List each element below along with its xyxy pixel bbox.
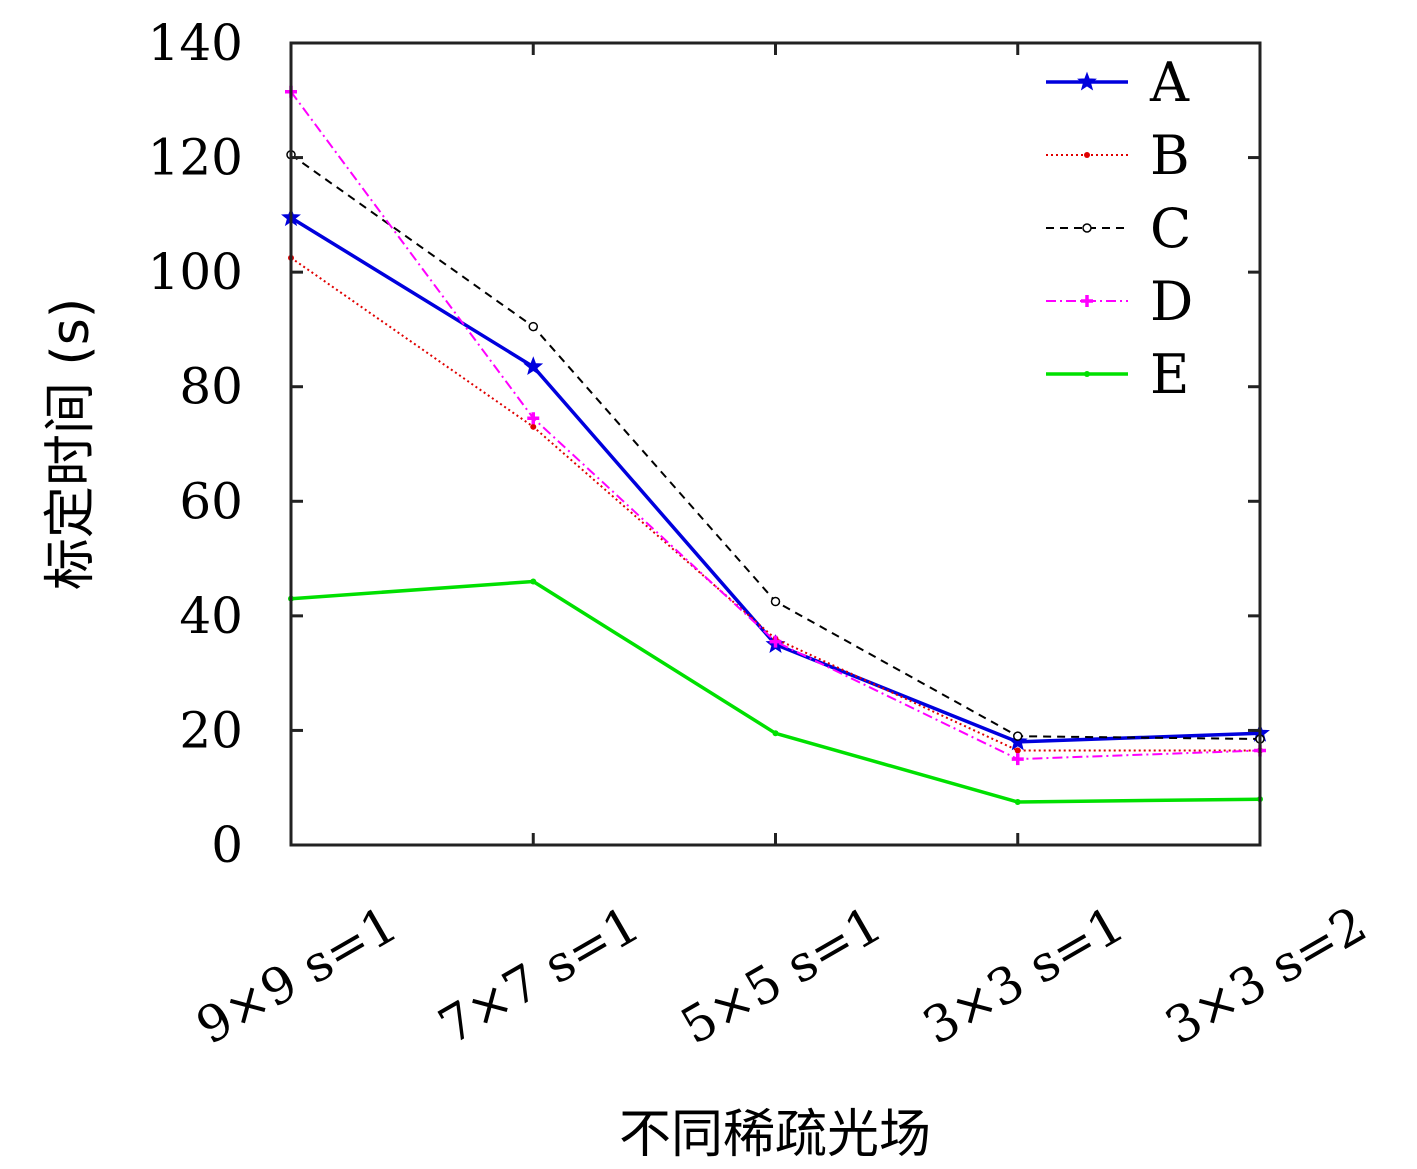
legend-marker: [1081, 295, 1093, 307]
y-axis: 0 20 40 60 80 100 120 140: [148, 14, 1260, 874]
data-point: [1014, 747, 1021, 754]
series-C: [286, 149, 1265, 744]
data-point: [530, 423, 537, 430]
data-point: [530, 578, 537, 585]
data-point: [769, 635, 782, 648]
legend-item-A: A: [1046, 51, 1190, 114]
legend-label: E: [1150, 343, 1189, 406]
series-line-A: [290, 216, 1261, 744]
data-point: [523, 356, 544, 376]
legend-label: A: [1149, 51, 1190, 114]
series-line-E: [290, 579, 1261, 804]
y-axis-title: 标定时间 (s): [41, 298, 101, 590]
x-axis-title: 不同稀疏光场: [619, 1105, 931, 1165]
data-point: [1013, 731, 1023, 741]
y-tick-label: 0: [211, 816, 243, 874]
data-point: [1007, 731, 1028, 751]
x-tick-label: 7×7 s=1: [429, 895, 649, 1056]
series-D: [285, 85, 1266, 766]
legend-label: B: [1150, 124, 1190, 187]
x-tick-label: 3×3 s=2: [1156, 895, 1376, 1056]
legend-label: D: [1150, 270, 1193, 333]
legend-marker: [1084, 371, 1090, 377]
x-tick-label: 9×9 s=1: [187, 895, 407, 1056]
x-tick-label: 5×5 s=1: [671, 895, 891, 1056]
data-point: [1014, 799, 1021, 806]
y-tick-label: 140: [148, 14, 243, 72]
legend-item-B: B: [1046, 124, 1190, 187]
legend-item-E: E: [1046, 343, 1189, 406]
legend-marker: [1084, 152, 1090, 158]
plot-area: [281, 85, 1270, 806]
y-tick-label: 80: [179, 358, 243, 416]
series-A: [281, 207, 1270, 751]
legend-item-D: D: [1046, 270, 1193, 333]
legend-label: C: [1150, 197, 1191, 260]
y-tick-label: 100: [148, 243, 243, 301]
series-B: [288, 254, 1263, 754]
data-point: [1011, 753, 1024, 766]
data-point: [527, 412, 540, 425]
x-axis: 9×9 s=1 7×7 s=1 5×5 s=1 3×3 s=1 3×3 s=2: [187, 43, 1376, 1056]
data-point: [770, 596, 781, 607]
data-point: [772, 730, 779, 737]
x-tick-label: 3×3 s=1: [914, 895, 1134, 1056]
series-line-D: [290, 91, 1261, 761]
series-E: [288, 578, 1263, 806]
y-tick-label: 40: [179, 587, 243, 645]
y-tick-label: 60: [179, 472, 243, 530]
series-line-B: [290, 256, 1260, 752]
legend-marker: [1082, 223, 1092, 233]
y-tick-label: 20: [179, 701, 243, 759]
data-point: [528, 321, 538, 332]
legend-item-C: C: [1046, 197, 1191, 260]
plot-frame: [289, 41, 1262, 847]
series-line-C: [290, 153, 1261, 740]
legend-marker: [1077, 71, 1097, 91]
y-tick-label: 120: [148, 129, 243, 187]
